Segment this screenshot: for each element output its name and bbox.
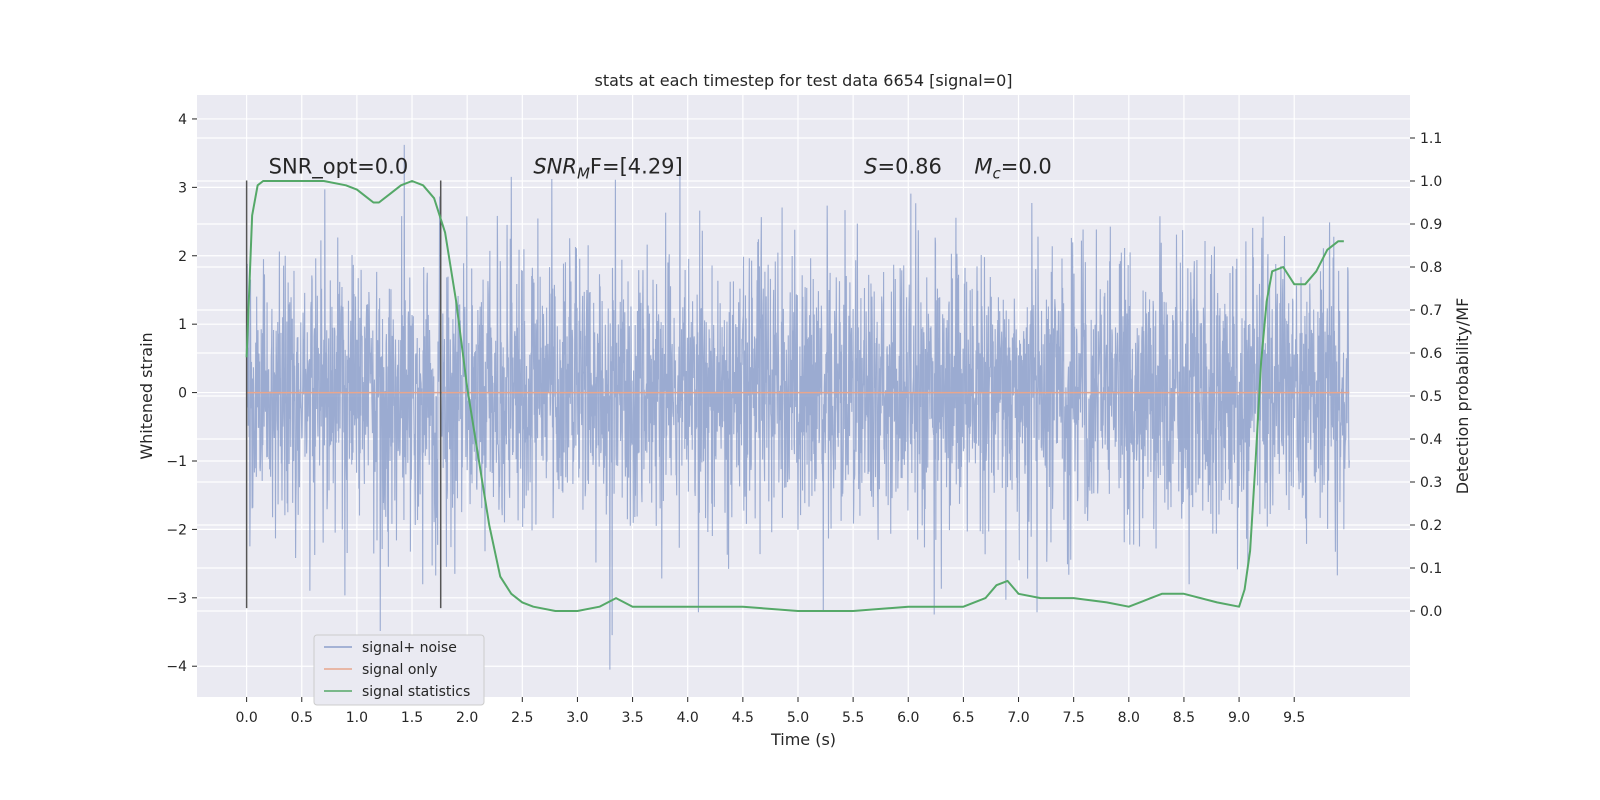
y2-axis-label: Detection probability/MF [1453,298,1472,495]
x-tick-label-14: 7.0 [1007,710,1029,726]
annotation-snr-mf-tail: F=[4.29] [590,155,683,179]
y2-tick-label-10: 0.1 [1420,561,1442,577]
axes: 0.0 0.5 1.0 1.5 2.0 2.5 3.0 3.5 4.0 4.5 5.0 5.5 6.0 6… [166,112,1442,726]
y-tick-label-3: 1 [178,317,187,333]
annotation-snr-mf-main: SNR [533,155,577,179]
annotation-snr-opt: SNR_opt=0.0 [269,155,409,180]
x-tick-label-3: 1.5 [401,710,423,726]
series-signal-noise [246,144,1350,670]
annotations: SNR_opt=0.0 SNRMF=[4.29] S=0.86 Mc=0.0 [269,155,1052,183]
signal-statistics-line [245,180,1344,612]
series-signal-statistics [245,180,1344,612]
y2-tick-label-11: 0.0 [1420,604,1442,620]
annotation-s-main: S [864,155,877,179]
x-tick-label-11: 5.5 [842,710,864,726]
y2-tick-label-7: 0.4 [1420,432,1442,448]
annotation-mc-sub: c [993,165,1002,183]
x-tick-label-1: 0.5 [291,710,313,726]
annotation-s-stat: S=0.86 [864,155,942,179]
x-tick-label-19: 9.5 [1283,710,1305,726]
y-tick-label-2: 2 [178,249,187,265]
y-tick-label-7: −3 [166,591,187,607]
y2-tick-label-0: 1.1 [1420,131,1442,147]
annotation-snr-mf: SNRMF=[4.29] [533,155,682,183]
y2-tick-label-9: 0.2 [1420,518,1442,534]
annotation-s-tail: =0.86 [877,155,941,179]
annotation-mc-tail: =0.0 [1001,155,1052,179]
y2-tick-label-6: 0.5 [1420,389,1442,405]
y-axis-label: Whitened strain [137,332,156,459]
x-tick-label-5: 2.5 [511,710,533,726]
y-tick-label-4: 0 [178,386,187,402]
x-tick-label-0: 0.0 [235,710,257,726]
chart-title: stats at each timestep for test data 665… [594,71,1012,90]
y-tick-label-8: −4 [166,659,187,675]
x-tick-label-9: 4.5 [732,710,754,726]
annotation-mc: Mc=0.0 [974,155,1051,183]
x-tick-label-18: 9.0 [1228,710,1250,726]
legend-label-signal-statistics: signal statistics [362,684,470,700]
y-tick-label-1: 3 [178,180,187,196]
y-tick-label-6: −2 [166,522,187,538]
y2-tick-label-2: 0.9 [1420,217,1442,233]
x-tick-label-16: 8.0 [1118,710,1140,726]
y2-tick-label-5: 0.6 [1420,346,1442,362]
legend-box [313,634,485,706]
y2-tick-label-1: 1.0 [1420,174,1442,190]
legend-label-signal-noise: signal+ noise [362,640,457,656]
vertical-markers [245,180,442,609]
y2-tick-label-3: 0.8 [1420,260,1442,276]
y2-tick-label-8: 0.3 [1420,475,1442,491]
y-tick-label-0: 4 [178,112,187,128]
y2-tick-label-4: 0.7 [1420,303,1442,319]
x-tick-label-4: 2.0 [456,710,478,726]
x-tick-label-15: 7.5 [1063,710,1085,726]
x-tick-label-8: 4.0 [677,710,699,726]
x-tick-label-6: 3.0 [566,710,588,726]
annotation-mc-main: M [974,155,992,179]
x-axis-label: Time (s) [770,730,836,749]
x-tick-label-2: 1.0 [346,710,368,726]
signal-noise-line [246,144,1350,670]
x-tick-label-10: 5.0 [787,710,809,726]
x-tick-label-17: 8.5 [1173,710,1195,726]
x-tick-label-13: 6.5 [952,710,974,726]
annotation-snr-mf-sub: M [577,165,590,183]
legend-label-signal-only: signal only [362,662,437,678]
x-tick-label-12: 6.0 [897,710,919,726]
legend: signal+ noise signal only signal statist… [313,634,485,706]
y-tick-label-5: −1 [166,454,187,470]
x-tick-label-7: 3.5 [621,710,643,726]
